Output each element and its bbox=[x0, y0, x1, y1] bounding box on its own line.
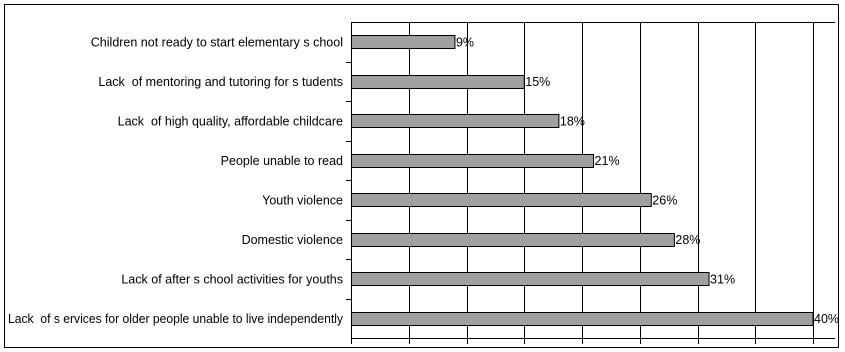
category-label: Lack of after s chool activities for you… bbox=[121, 272, 343, 286]
bars bbox=[351, 35, 814, 326]
bar bbox=[351, 312, 814, 326]
value-label: 18% bbox=[560, 114, 585, 128]
value-label: 21% bbox=[595, 154, 620, 168]
value-labels: 9% 15% 18% 21% 26% 28% 31% 40% bbox=[456, 35, 839, 326]
bar bbox=[351, 272, 710, 286]
axes bbox=[346, 22, 835, 344]
gridlines bbox=[409, 22, 814, 338]
category-label: Children not ready to start elementary s… bbox=[91, 35, 343, 49]
category-label: Lack of s ervices for older people unabl… bbox=[8, 312, 344, 326]
category-label: People unable to read bbox=[221, 154, 343, 168]
category-label: Lack of high quality, affordable childca… bbox=[118, 114, 343, 128]
bar bbox=[351, 233, 675, 247]
bar bbox=[351, 193, 652, 207]
bar bbox=[351, 114, 560, 128]
category-label: Domestic violence bbox=[242, 233, 343, 247]
category-labels: Children not ready to start elementary s… bbox=[8, 35, 344, 326]
category-label: Youth violence bbox=[262, 193, 343, 207]
value-label: 9% bbox=[456, 35, 474, 49]
chart-frame bbox=[4, 4, 839, 348]
value-label: 31% bbox=[710, 272, 735, 286]
category-label: Lack of mentoring and tutoring for s tud… bbox=[98, 75, 343, 89]
value-label: 15% bbox=[525, 75, 550, 89]
bar bbox=[351, 35, 456, 49]
value-label: 28% bbox=[675, 233, 700, 247]
bar bbox=[351, 154, 595, 168]
bar bbox=[351, 75, 525, 89]
value-label: 26% bbox=[652, 193, 677, 207]
value-label: 40% bbox=[814, 312, 839, 326]
